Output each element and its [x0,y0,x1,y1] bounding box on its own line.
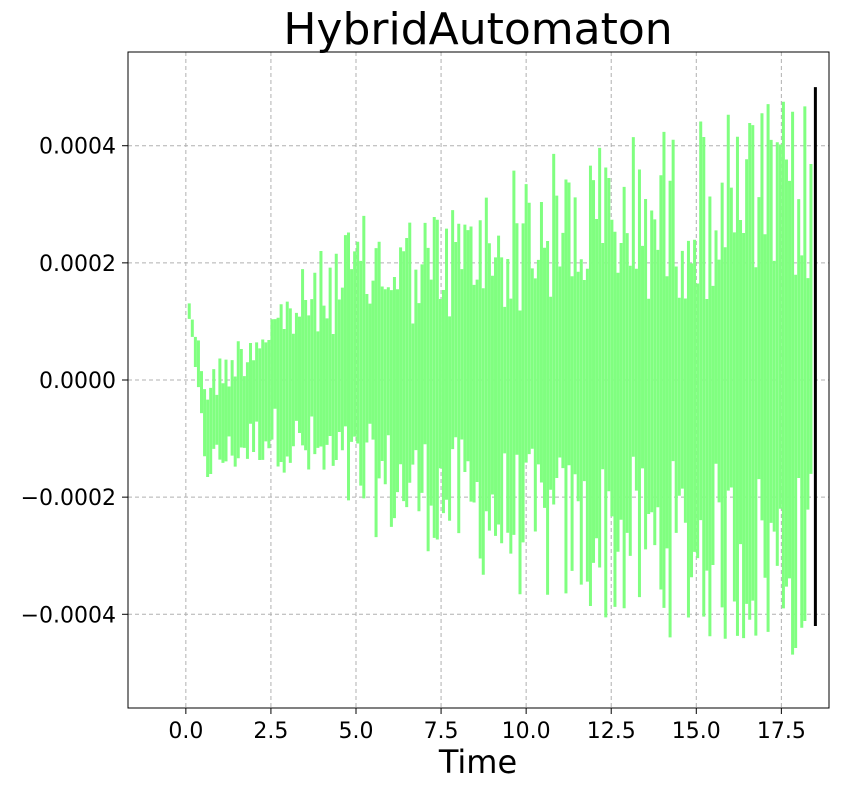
x-tick-label: 10.0 [502,719,551,744]
x-tick-label: 7.5 [424,719,459,744]
x-tick-label: 17.5 [757,719,806,744]
chart-title: HybridAutomaton [283,4,672,55]
x-axis-label: Time [438,743,517,781]
x-tick-label: 15.0 [672,719,721,744]
range-bars-layer [187,101,813,655]
x-tick-label: 0.0 [168,719,203,744]
y-tick-label: 0.0000 [39,369,116,394]
x-tick-label: 12.5 [587,719,636,744]
y-tick-label: −0.0002 [21,486,116,511]
x-ticks: 0.0 2.5 5.0 7.5 10.0 12.5 15.0 17.5 [168,708,806,744]
y-ticks: −0.0004 −0.0002 0.0000 0.0002 0.0004 [21,135,128,628]
y-tick-label: −0.0004 [21,603,116,628]
y-tick-label: 0.0002 [39,252,116,277]
x-tick-label: 2.5 [253,719,288,744]
x-tick-label: 5.0 [338,719,373,744]
y-tick-label: 0.0004 [39,135,116,160]
